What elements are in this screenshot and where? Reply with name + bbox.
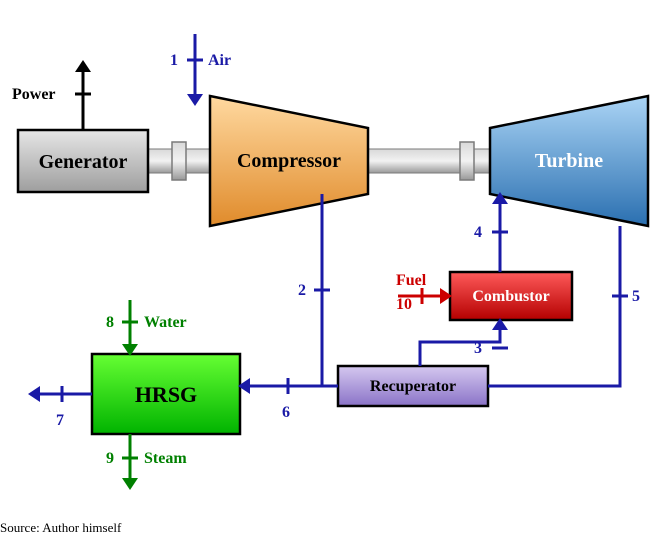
stream-number-10: 10: [396, 296, 412, 314]
stream-number-8: 8: [106, 314, 114, 332]
stream-number-5: 5: [632, 288, 640, 306]
air-label: Air: [208, 52, 231, 70]
stream-number-2: 2: [298, 282, 306, 300]
combustor-label: Combustor: [450, 288, 572, 306]
stream-number-3: 3: [474, 340, 482, 358]
recuperator-label: Recuperator: [338, 378, 488, 396]
stream-number-1: 1: [170, 52, 178, 70]
stream-number-6: 6: [282, 404, 290, 422]
stream-number-7: 7: [56, 412, 64, 430]
stream-number-4: 4: [474, 224, 482, 242]
steam-label: Steam: [144, 450, 187, 468]
stream-number-9: 9: [106, 450, 114, 468]
diagram-svg: [0, 0, 672, 536]
water-label: Water: [144, 314, 187, 332]
source-note: Source: Author himself: [0, 520, 121, 536]
generator-label: Generator: [18, 151, 148, 174]
compressor-label: Compressor: [210, 150, 368, 173]
diagram-stage: Generator Compressor Turbine Combustor R…: [0, 0, 672, 536]
hrsg-label: HRSG: [92, 382, 240, 408]
turbine-label: Turbine: [490, 150, 648, 173]
fuel-label: Fuel: [396, 272, 426, 290]
power-label: Power: [12, 86, 56, 104]
